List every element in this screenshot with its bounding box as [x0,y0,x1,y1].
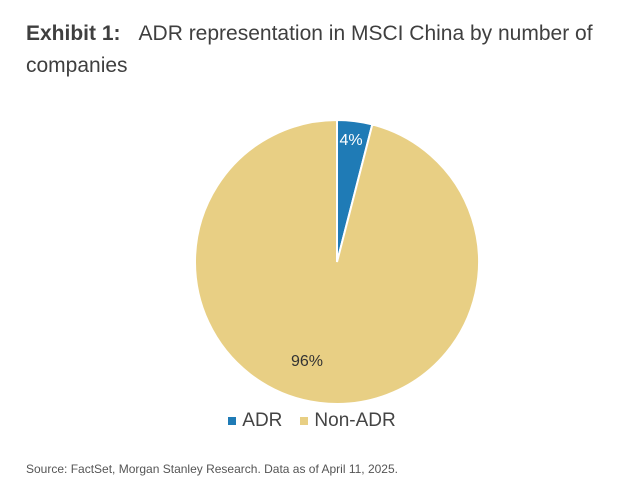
exhibit-label: Exhibit 1: [26,22,121,45]
legend-label-adr: ADR [242,410,283,431]
data-label-non-adr: 96% [291,353,323,370]
source-note: Source: FactSet, Morgan Stanley Research… [26,462,398,476]
legend-label-non-adr: Non-ADR [314,410,396,431]
pie-slice-non-adr [194,118,480,405]
title-text: ADR representation in MSCI China by numb… [26,22,593,77]
chart-title: Exhibit 1: ADR representation in MSCI Chi… [26,18,616,82]
legend-item-adr: ADR [228,410,282,432]
data-label-adr: 4% [339,132,362,149]
legend-swatch-non-adr [300,417,309,425]
legend-item-non-adr: Non-ADR [300,410,396,432]
chart-legend: ADR Non-ADR [0,410,624,432]
legend-swatch-adr [228,417,237,425]
